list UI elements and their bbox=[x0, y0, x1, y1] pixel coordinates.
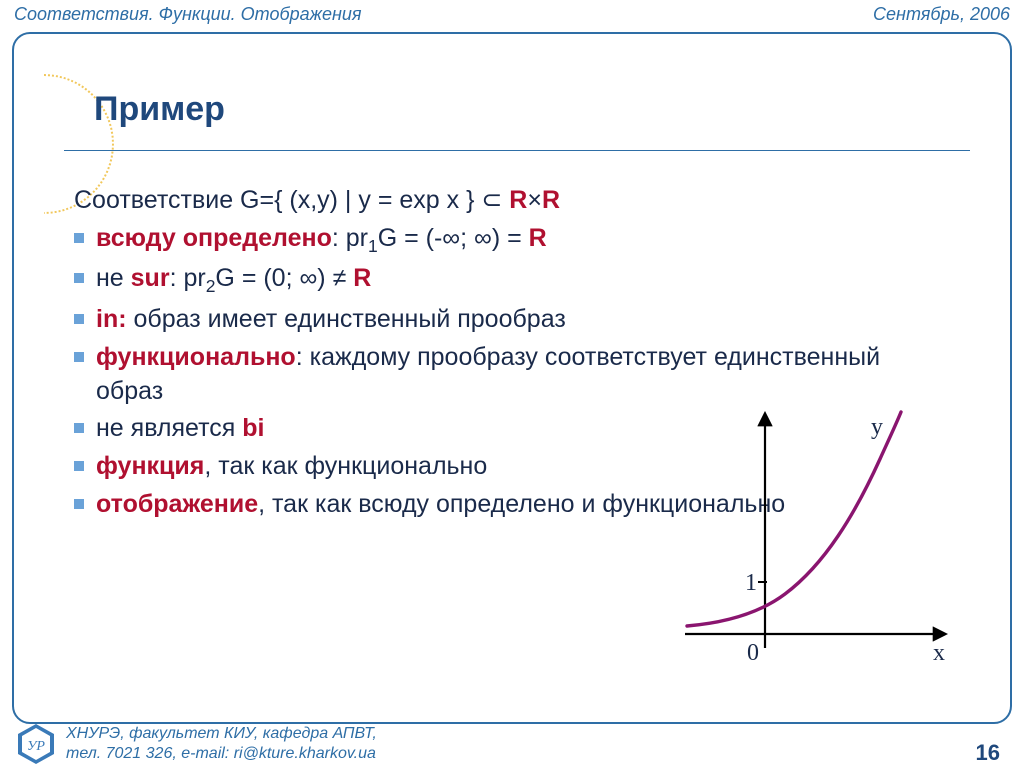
slide-frame: Пример Соответствие G={ (x,y) | y = exp … bbox=[12, 32, 1012, 724]
bullet-text: функционально: каждому прообразу соответ… bbox=[96, 341, 916, 409]
svg-text:0: 0 bbox=[747, 640, 759, 666]
svg-text:1: 1 bbox=[745, 570, 757, 596]
bullet-marker bbox=[74, 423, 84, 433]
bullet-marker bbox=[74, 273, 84, 283]
bullet-text: не sur: pr2G = (0; ∞) ≠ R bbox=[96, 262, 371, 299]
header-right: Сентябрь, 2006 bbox=[873, 4, 1010, 25]
svg-text:y: y bbox=[871, 414, 883, 440]
bullet-text: всюду определено: pr1G = (-∞; ∞) = R bbox=[96, 222, 547, 259]
bullet-item: in: образ имеет единственный прообраз bbox=[74, 303, 970, 337]
bullet-marker bbox=[74, 461, 84, 471]
bullet-text: in: образ имеет единственный прообраз bbox=[96, 303, 566, 337]
lead-post: R×R bbox=[509, 186, 560, 214]
bullet-item: не sur: pr2G = (0; ∞) ≠ R bbox=[74, 262, 970, 299]
bullet-text: функция, так как функционально bbox=[96, 450, 487, 484]
exp-graph: y x 1 0 bbox=[675, 404, 955, 694]
subset-symbol: ⊂ bbox=[481, 186, 502, 214]
header: Соответствия. Функции. Отображения Сентя… bbox=[14, 4, 1010, 25]
footer: УР ХНУРЭ, факультет КИУ, кафедра АПВТ, т… bbox=[14, 722, 1000, 766]
bullet-marker bbox=[74, 352, 84, 362]
footer-org: ХНУРЭ, факультет КИУ, кафедра АПВТ, тел.… bbox=[66, 724, 377, 764]
bullet-marker bbox=[74, 314, 84, 324]
lead-pre: Соответствие G={ (x,y) | y = exp x } bbox=[74, 186, 474, 214]
page-number: 16 bbox=[976, 740, 1000, 766]
svg-text:x: x bbox=[933, 640, 945, 666]
logo-icon: УР bbox=[14, 722, 58, 766]
title-block: Пример bbox=[94, 90, 225, 129]
header-left: Соответствия. Функции. Отображения bbox=[14, 4, 362, 25]
bullet-item: всюду определено: pr1G = (-∞; ∞) = R bbox=[74, 222, 970, 259]
svg-text:УР: УР bbox=[27, 739, 45, 754]
footer-org-line1: ХНУРЭ, факультет КИУ, кафедра АПВТ, bbox=[66, 724, 377, 744]
bullet-marker bbox=[74, 233, 84, 243]
bullet-item: функционально: каждому прообразу соответ… bbox=[74, 341, 970, 409]
title-rule bbox=[64, 150, 970, 151]
bullet-marker bbox=[74, 499, 84, 509]
bullet-text: не является bi bbox=[96, 412, 264, 446]
footer-org-line2: тел. 7021 326, e-mail: ri@kture.kharkov.… bbox=[66, 744, 377, 764]
slide-title: Пример bbox=[94, 90, 225, 129]
lead-line: Соответствие G={ (x,y) | y = exp x } ⊂ R… bbox=[74, 184, 970, 218]
